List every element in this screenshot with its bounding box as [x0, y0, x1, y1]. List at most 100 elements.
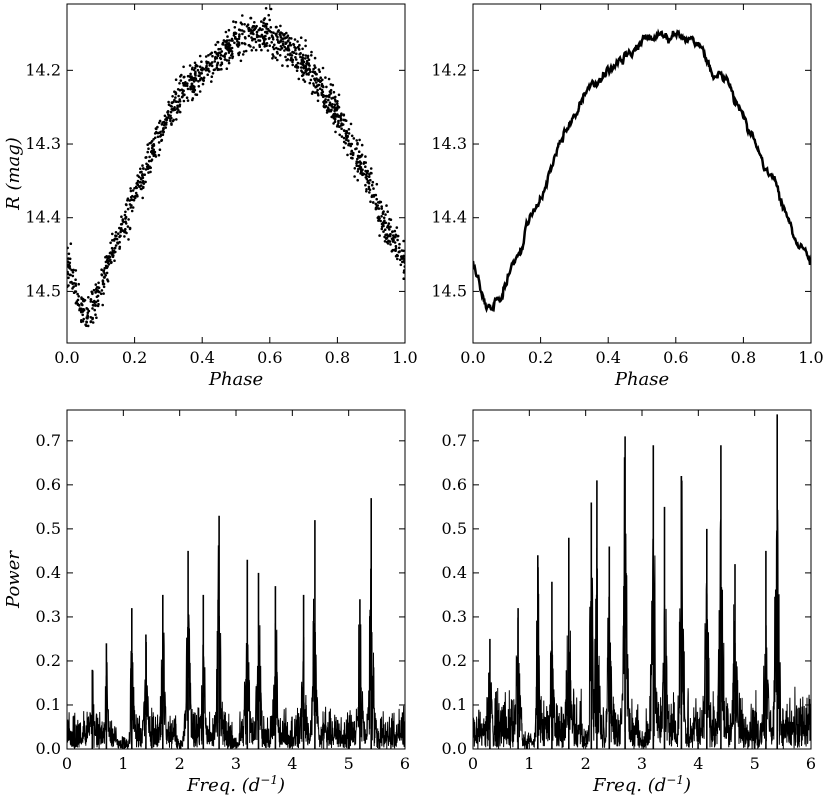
data-point	[114, 234, 117, 237]
periodogram-panel-left: 0 1 2 3 4 5 6 0.0 0.1 0.2 0.3 0.4 0.5 0.6 0.7 Freq. (d…	[3, 409, 410, 796]
x-tick-label: 0.6	[257, 348, 282, 367]
data-point	[227, 61, 231, 65]
data-point	[81, 313, 84, 317]
data-point	[380, 227, 384, 231]
data-point	[302, 71, 306, 75]
data-point	[220, 50, 224, 53]
data-point	[149, 170, 152, 174]
data-point	[367, 185, 371, 189]
data-point	[122, 220, 125, 224]
data-point	[253, 21, 256, 24]
data-point	[369, 178, 372, 182]
x-tick-label: 1	[524, 754, 534, 773]
x-tick-label: 0.4	[189, 348, 214, 367]
data-point	[86, 324, 90, 328]
data-point	[337, 119, 340, 123]
data-point	[344, 119, 348, 122]
data-point	[153, 136, 157, 140]
data-point	[182, 93, 186, 97]
data-point	[252, 37, 255, 41]
data-point	[271, 45, 275, 49]
data-point	[328, 95, 331, 99]
data-point	[210, 61, 214, 64]
data-point	[100, 289, 104, 292]
data-point	[255, 30, 259, 34]
data-point	[297, 77, 301, 81]
data-point	[202, 79, 205, 82]
data-point	[218, 68, 221, 71]
data-point	[263, 25, 267, 28]
data-point	[281, 64, 284, 67]
data-point	[286, 64, 289, 68]
x-tick-label: 2	[175, 754, 185, 773]
data-point	[335, 115, 339, 118]
x-tick-label: 0	[468, 754, 478, 773]
y-tick-label: 14.4	[25, 208, 61, 227]
data-point	[377, 218, 381, 222]
data-point	[346, 153, 349, 157]
data-point	[226, 35, 229, 38]
data-point	[234, 35, 237, 39]
data-point	[239, 21, 243, 25]
data-point	[393, 229, 397, 233]
data-point	[174, 100, 178, 103]
data-point	[126, 199, 129, 202]
data-point	[380, 205, 384, 208]
data-point	[152, 154, 155, 157]
data-point	[210, 64, 214, 68]
data-point	[185, 84, 189, 88]
data-point	[397, 246, 401, 250]
data-point	[336, 102, 339, 105]
data-point	[304, 39, 307, 42]
data-point	[270, 41, 274, 44]
data-point	[124, 210, 127, 214]
y-tick-label: 14.2	[25, 60, 61, 79]
data-point	[100, 273, 104, 277]
data-point	[180, 73, 183, 77]
data-point	[353, 175, 356, 178]
data-point	[250, 49, 254, 52]
data-point	[125, 231, 128, 235]
data-point	[376, 201, 380, 204]
data-point	[347, 128, 351, 131]
y-tick-label: 14.3	[25, 134, 61, 153]
data-point	[156, 131, 160, 135]
data-point	[312, 67, 315, 71]
data-point	[210, 80, 213, 83]
data-point	[220, 61, 224, 64]
data-point	[312, 82, 315, 85]
data-point	[384, 221, 388, 225]
data-point	[218, 56, 222, 60]
y-tick-label: 0.6	[36, 475, 61, 494]
data-point	[213, 50, 217, 54]
data-point	[152, 148, 155, 152]
data-point	[267, 13, 271, 17]
data-point	[388, 228, 391, 231]
data-point	[101, 279, 105, 282]
data-point	[80, 307, 83, 311]
y-axis-label: R (mag)	[3, 137, 24, 211]
data-point	[300, 69, 303, 72]
data-point	[153, 150, 157, 154]
data-point	[216, 53, 220, 57]
data-point	[374, 193, 378, 197]
data-point	[264, 7, 268, 10]
data-point	[402, 277, 405, 280]
plot-frame	[472, 3, 812, 344]
data-point	[129, 187, 132, 190]
x-tick-label: 0.0	[54, 348, 79, 367]
y-tick-label: 14.4	[431, 208, 467, 227]
data-point	[198, 90, 202, 93]
y-tick-label: 0.0	[442, 739, 467, 758]
data-point	[197, 80, 200, 83]
data-point	[316, 88, 319, 92]
data-point	[148, 155, 151, 159]
data-point	[97, 302, 100, 306]
data-point	[206, 67, 209, 71]
data-point	[198, 74, 201, 78]
y-tick-label: 0.1	[442, 695, 467, 714]
data-point	[147, 147, 150, 150]
data-point	[204, 55, 208, 58]
data-point	[114, 244, 118, 247]
data-point	[80, 297, 83, 301]
